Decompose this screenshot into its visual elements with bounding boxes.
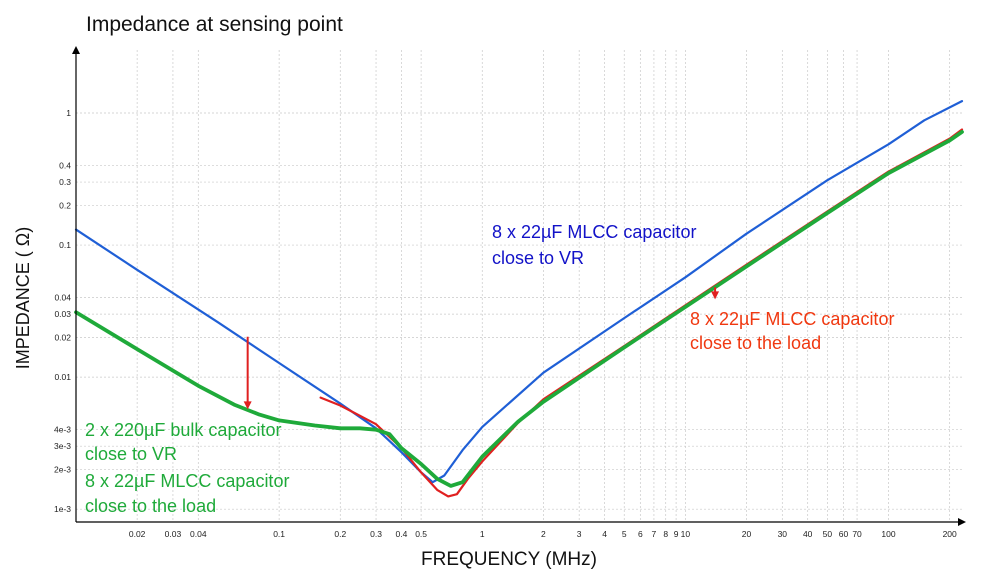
x-tick-label: 7 [652,529,657,539]
x-tick-label: 0.4 [396,529,408,539]
x-tick-label: 0.2 [334,529,346,539]
annotation-load-line2: close to the load [690,333,821,353]
y-tick-label: 0.02 [54,332,71,342]
x-tick-label: 0.02 [129,529,146,539]
x-tick-label: 0.5 [415,529,427,539]
y-tick-label: 4e-3 [54,425,71,435]
series-line-blue [74,100,964,484]
x-tick-label: 6 [638,529,643,539]
reduction-arrowhead-2 [711,291,720,300]
x-tick-label: 0.03 [165,529,182,539]
x-tick-label: 5 [622,529,627,539]
y-tick-label: 0.3 [59,177,71,187]
x-tick-label: 3 [577,529,582,539]
annotation-vr-line1: 8 x 22µF MLCC capacitor [492,222,696,242]
x-tick-labels: 0.02 0.03 0.04 0.1 0.2 0.3 0.4 0.5 1 2 3 4 5 6 7 8 9 10 20… [129,529,957,539]
x-tick-label: 100 [881,529,895,539]
y-axis-arrowhead [72,46,80,54]
y-tick-label: 1e-3 [54,504,71,514]
annotation-bulk-line1: 2 x 220µF bulk capacitor [85,420,281,440]
y-tick-label: 0.2 [59,200,71,210]
y-tick-label: 1 [66,108,71,118]
y-tick-label: 3e-3 [54,441,71,451]
x-tick-label: 1 [480,529,485,539]
chart-title: Impedance at sensing point [86,13,343,36]
annotation-bulk: 2 x 220µF bulk capacitor close to VR 8 x… [85,420,289,516]
series-line-green [74,130,964,488]
series-lines [74,100,964,498]
y-tick-label: 0.04 [54,293,71,303]
x-tick-label: 2 [541,529,546,539]
annotation-vr-line2: close to VR [492,248,584,268]
annotation-bulk-line4: close to the load [85,496,216,516]
x-tick-label: 60 [839,529,849,539]
reduction-arrows [243,287,720,410]
x-tick-label: 8 [663,529,668,539]
annotation-bulk-line3: 8 x 22µF MLCC capacitor [85,471,289,491]
y-axis-title: IMPEDANCE ( Ω) [13,227,33,369]
annotation-load: 8 x 22µF MLCC capacitor close to the loa… [690,309,894,353]
x-tick-label: 50 [823,529,833,539]
x-tick-label: 0.1 [273,529,285,539]
x-tick-label: 0.04 [190,529,207,539]
x-tick-label: 30 [778,529,788,539]
x-axis-arrowhead [958,518,966,526]
x-tick-label: 40 [803,529,813,539]
y-tick-label: 0.03 [54,309,71,319]
annotation-load-line1: 8 x 22µF MLCC capacitor [690,309,894,329]
x-tick-label: 20 [742,529,752,539]
y-tick-label: 0.1 [59,240,71,250]
y-tick-labels: 1 0.4 0.3 0.2 0.1 0.04 0.03 0.02 0.01 4e-3 3e-3 2e-… [54,108,71,514]
x-tick-label: 70 [852,529,862,539]
y-tick-label: 0.4 [59,161,71,171]
x-axis-title: FREQUENCY (MHz) [421,549,597,570]
y-tick-label: 2e-3 [54,464,71,474]
x-tick-label: 4 [602,529,607,539]
annotation-bulk-line2: close to VR [85,444,177,464]
grid [76,50,962,522]
x-tick-label: 10 [681,529,691,539]
x-tick-label: 0.3 [370,529,382,539]
y-tick-label: 0.01 [54,372,71,382]
x-tick-label: 9 [674,529,679,539]
x-tick-label: 200 [943,529,957,539]
reduction-arrowhead-1 [243,401,252,410]
plot-frame [72,46,966,526]
annotation-vr: 8 x 22µF MLCC capacitor close to VR [492,222,696,268]
